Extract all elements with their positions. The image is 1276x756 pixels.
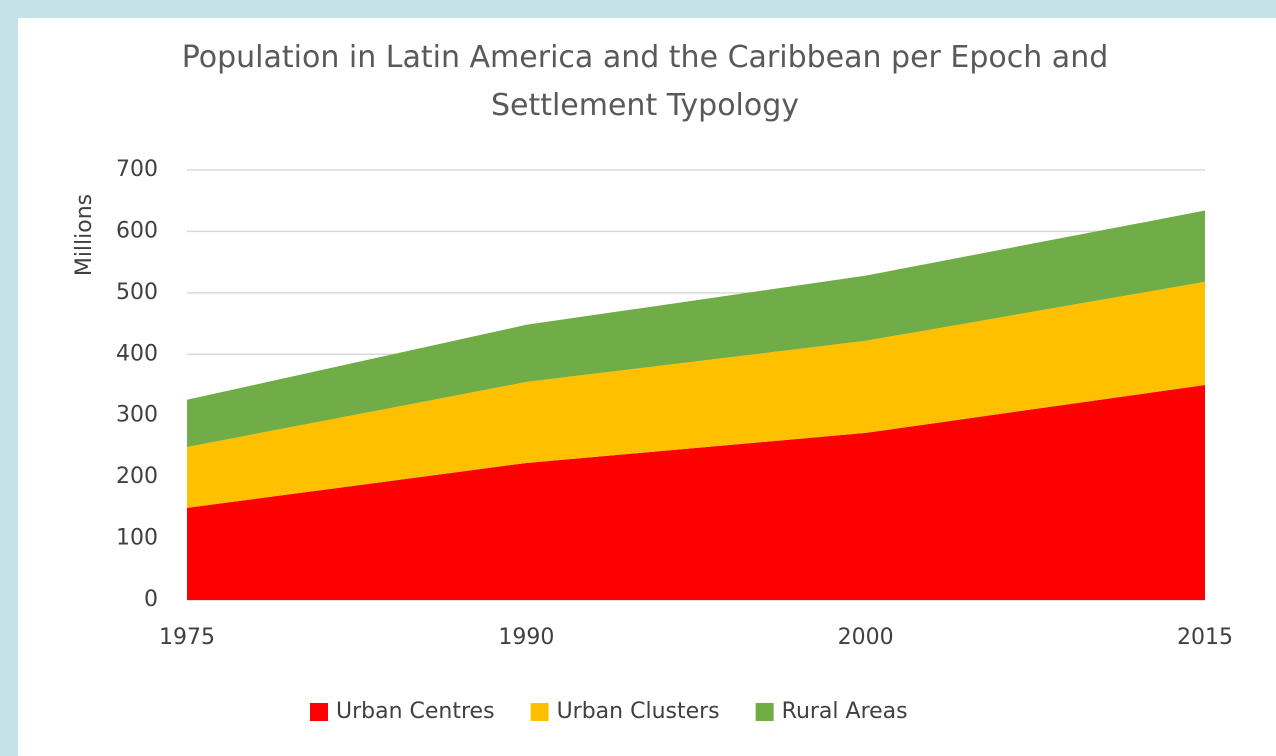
x-tick-label: 2015 [1177,625,1233,650]
y-tick-label: 100 [116,526,158,551]
legend-label: Rural Areas [782,699,908,724]
y-tick-label: 700 [116,157,158,182]
area [187,281,1205,508]
y-tick-label: 300 [116,403,158,428]
legend-label: Urban Clusters [557,699,720,724]
y-tick-label: 0 [144,587,158,612]
legend-swatch [310,703,328,721]
legend-swatch [755,703,774,721]
x-tick-label: 1975 [159,625,215,650]
chart-title: Population in Latin America and the Cari… [181,40,1109,123]
area [187,385,1205,600]
y-tick-label: 200 [116,464,158,489]
area [187,210,1205,448]
x-tick-label: 2000 [838,625,894,650]
legend-label: Urban Centres [336,699,495,724]
y-tick-label: 400 [116,341,158,366]
y-tick-label: 500 [116,280,158,305]
x-tick-label: 1990 [498,625,554,650]
y-axis-label: Millions [72,194,97,276]
y-tick-label: 600 [116,218,158,243]
legend-swatch [530,703,549,721]
